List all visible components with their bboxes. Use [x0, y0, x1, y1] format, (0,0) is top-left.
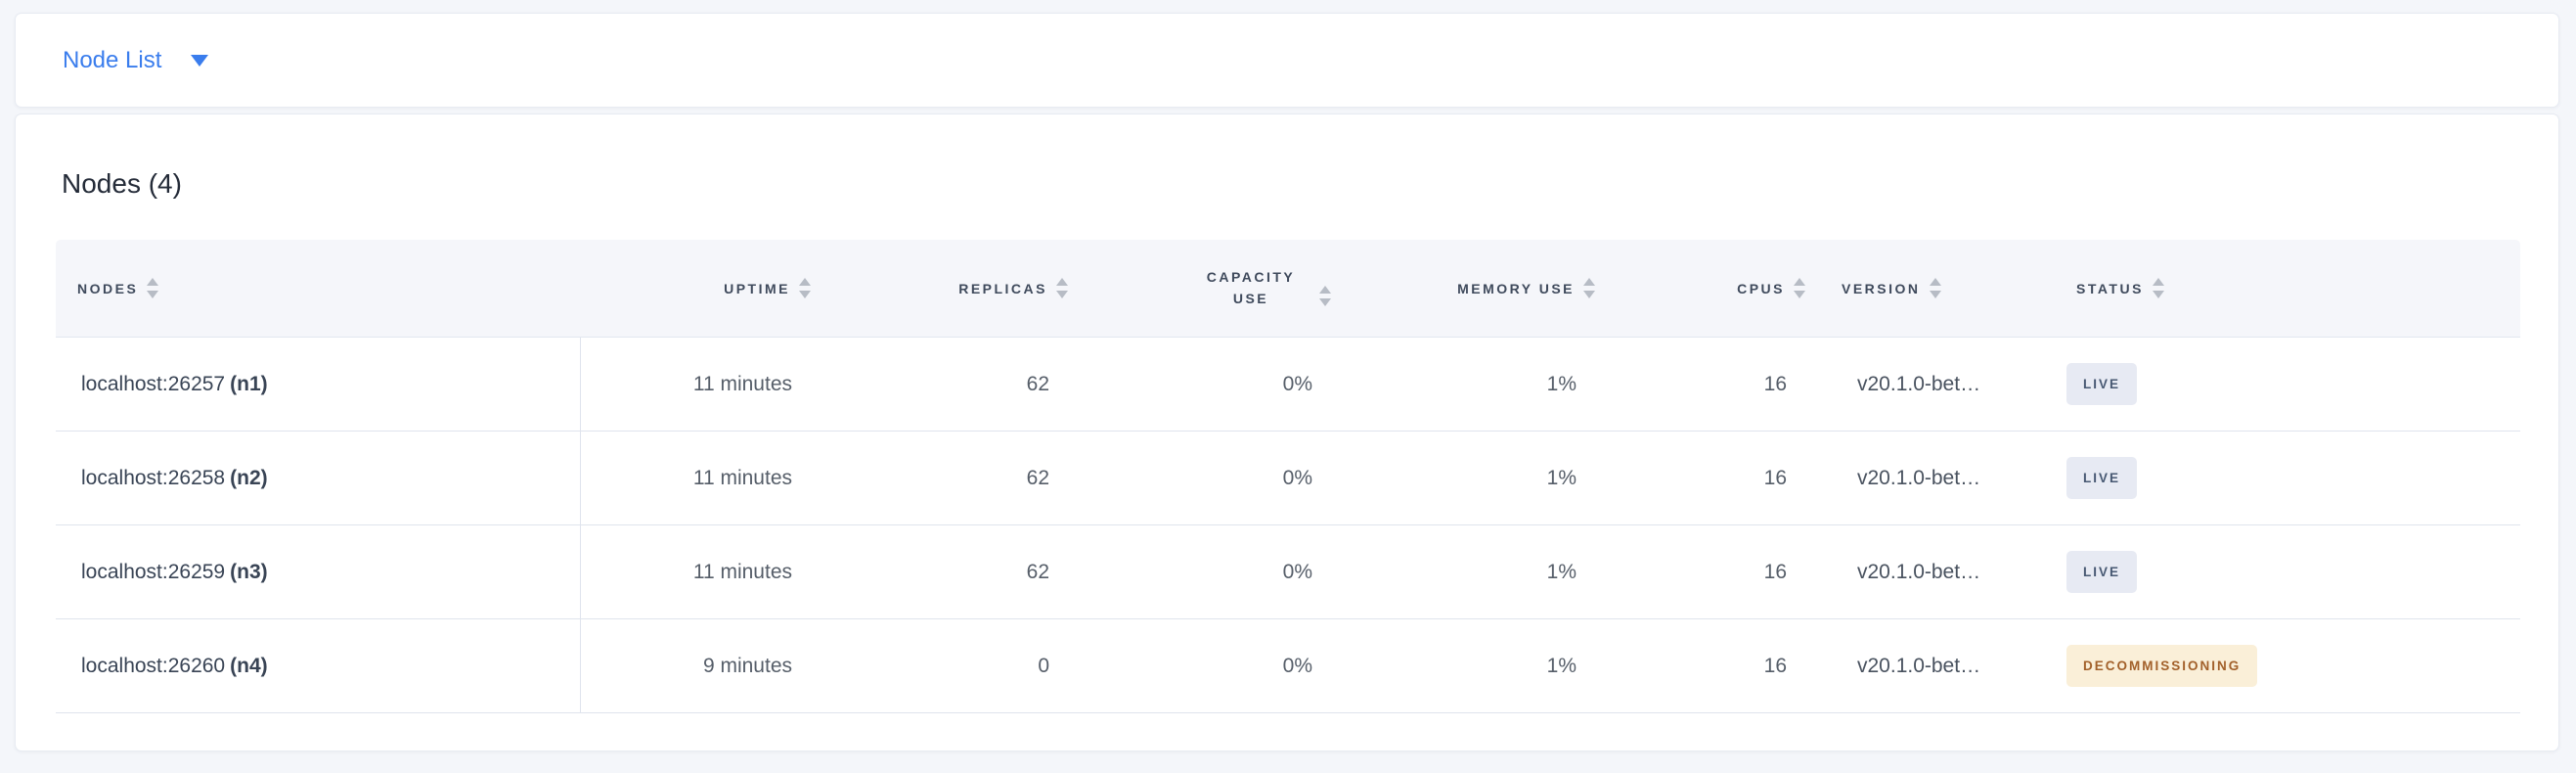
- status-badge: DECOMMISSIONING: [2066, 645, 2258, 687]
- sort-icon: [799, 278, 811, 298]
- memory-use-cell: 1%: [1346, 619, 1610, 713]
- nodes-card: Nodes (4) NODES UPTIME: [15, 114, 2559, 751]
- version-cell: v20.1.0-bet…: [1820, 619, 2055, 713]
- table-row: localhost:26259 (n3) 11 minutes 62 0% 1% …: [56, 525, 2520, 619]
- view-selector-dropdown[interactable]: Node List: [63, 46, 209, 74]
- capacity-use-cell: 0%: [1083, 432, 1346, 525]
- status-badge: LIVE: [2066, 551, 2138, 593]
- uptime-cell: 11 minutes: [581, 525, 825, 619]
- uptime-cell: 11 minutes: [581, 338, 825, 432]
- node-address-cell: localhost:26258 (n2): [56, 432, 581, 525]
- node-address-cell: localhost:26257 (n1): [56, 338, 581, 432]
- replicas-cell: 62: [825, 432, 1083, 525]
- table-row: localhost:26258 (n2) 11 minutes 62 0% 1% …: [56, 432, 2520, 525]
- view-selector-label: Node List: [63, 46, 162, 73]
- column-header-memory-use[interactable]: MEMORY USE: [1346, 240, 1610, 338]
- column-header-replicas[interactable]: REPLICAS: [825, 240, 1083, 338]
- cpus-cell: 16: [1610, 525, 1820, 619]
- sort-icon: [1794, 278, 1805, 298]
- sort-icon: [1319, 285, 1331, 306]
- table-header-row: NODES UPTIME REPLICAS: [56, 240, 2520, 338]
- nodes-table: NODES UPTIME REPLICAS: [56, 240, 2520, 713]
- sort-icon: [1583, 278, 1595, 298]
- replicas-cell: 62: [825, 525, 1083, 619]
- memory-use-cell: 1%: [1346, 432, 1610, 525]
- uptime-cell: 9 minutes: [581, 619, 825, 713]
- column-header-nodes[interactable]: NODES: [56, 240, 581, 338]
- column-header-capacity-use[interactable]: CAPACITY USE: [1083, 240, 1346, 338]
- node-address-cell: localhost:26259 (n3): [56, 525, 581, 619]
- page-title: Nodes (4): [62, 168, 182, 199]
- status-cell: LIVE: [2055, 432, 2520, 525]
- cpus-cell: 16: [1610, 619, 1820, 713]
- column-header-version[interactable]: VERSION: [1820, 240, 2055, 338]
- cpus-cell: 16: [1610, 338, 1820, 432]
- status-cell: DECOMMISSIONING: [2055, 619, 2520, 713]
- sort-icon: [2152, 278, 2164, 298]
- view-selector-bar: Node List: [15, 13, 2559, 108]
- status-badge: LIVE: [2066, 457, 2138, 499]
- sort-icon: [147, 278, 159, 298]
- version-cell: v20.1.0-bet…: [1820, 432, 2055, 525]
- node-address-cell: localhost:26260 (n4): [56, 619, 581, 713]
- status-cell: LIVE: [2055, 525, 2520, 619]
- capacity-use-cell: 0%: [1083, 338, 1346, 432]
- table-row: localhost:26257 (n1) 11 minutes 62 0% 1% …: [56, 338, 2520, 432]
- version-cell: v20.1.0-bet…: [1820, 525, 2055, 619]
- status-badge: LIVE: [2066, 363, 2138, 405]
- sort-icon: [1056, 278, 1068, 298]
- replicas-cell: 0: [825, 619, 1083, 713]
- column-header-status[interactable]: STATUS: [2055, 240, 2520, 338]
- uptime-cell: 11 minutes: [581, 432, 825, 525]
- cpus-cell: 16: [1610, 432, 1820, 525]
- capacity-use-cell: 0%: [1083, 619, 1346, 713]
- caret-down-icon: [191, 54, 209, 67]
- table-row: localhost:26260 (n4) 9 minutes 0 0% 1% 16…: [56, 619, 2520, 713]
- column-header-uptime[interactable]: UPTIME: [581, 240, 825, 338]
- replicas-cell: 62: [825, 338, 1083, 432]
- status-cell: LIVE: [2055, 338, 2520, 432]
- memory-use-cell: 1%: [1346, 338, 1610, 432]
- sort-icon: [1929, 278, 1941, 298]
- capacity-use-cell: 0%: [1083, 525, 1346, 619]
- memory-use-cell: 1%: [1346, 525, 1610, 619]
- version-cell: v20.1.0-bet…: [1820, 338, 2055, 432]
- column-header-cpus[interactable]: CPUS: [1610, 240, 1820, 338]
